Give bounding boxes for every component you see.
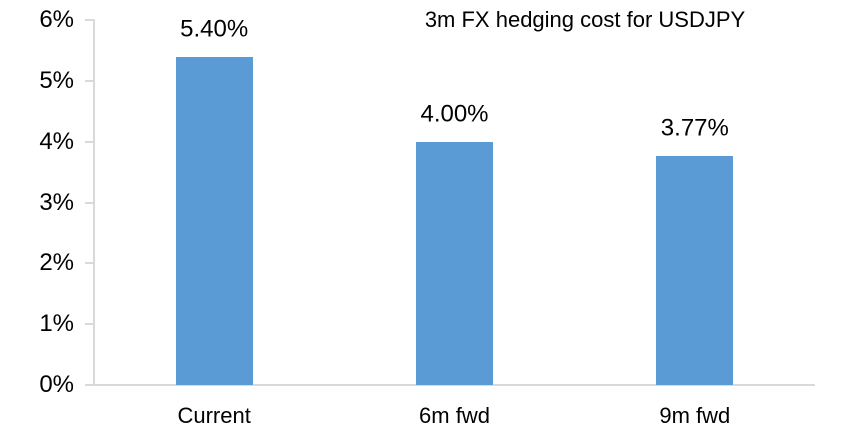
x-axis-category-label-9m-fwd: 9m fwd xyxy=(659,403,731,428)
y-axis-tick-mark xyxy=(85,201,94,204)
y-axis-tick-mark xyxy=(85,384,94,386)
x-axis-line xyxy=(94,384,815,386)
chart-title: 3m FX hedging cost for USDJPY xyxy=(424,7,746,32)
y-axis-tick-label: 2% xyxy=(39,249,74,277)
y-axis-tick-label: 5% xyxy=(39,66,74,94)
y-axis-tick-mark xyxy=(85,79,94,82)
y-axis-tick-label: 0% xyxy=(39,371,74,398)
y-axis-line xyxy=(93,19,95,386)
bar-value-label-6m-fwd: 4.00% xyxy=(420,100,489,128)
bar-value-label-current: 5.40% xyxy=(180,15,249,43)
y-axis-tick-label: 1% xyxy=(39,310,74,338)
y-axis-tick-mark xyxy=(85,262,94,265)
bar-current xyxy=(175,56,253,385)
y-axis-tick-mark xyxy=(85,19,94,21)
bar-value-label-9m-fwd: 3.77% xyxy=(660,114,729,142)
y-axis-tick-label: 4% xyxy=(39,127,74,155)
y-axis-tick-label: 3% xyxy=(39,188,74,216)
bar-9m-fwd xyxy=(656,155,734,385)
x-axis-category-label-6m-fwd: 6m fwd xyxy=(419,403,490,428)
x-axis-category-label-current: Current xyxy=(177,403,251,428)
y-axis-tick-mark xyxy=(85,140,94,143)
y-axis-tick-mark xyxy=(85,323,94,326)
bar-6m-fwd xyxy=(416,141,493,385)
y-axis-tick-label: 6% xyxy=(39,6,74,33)
